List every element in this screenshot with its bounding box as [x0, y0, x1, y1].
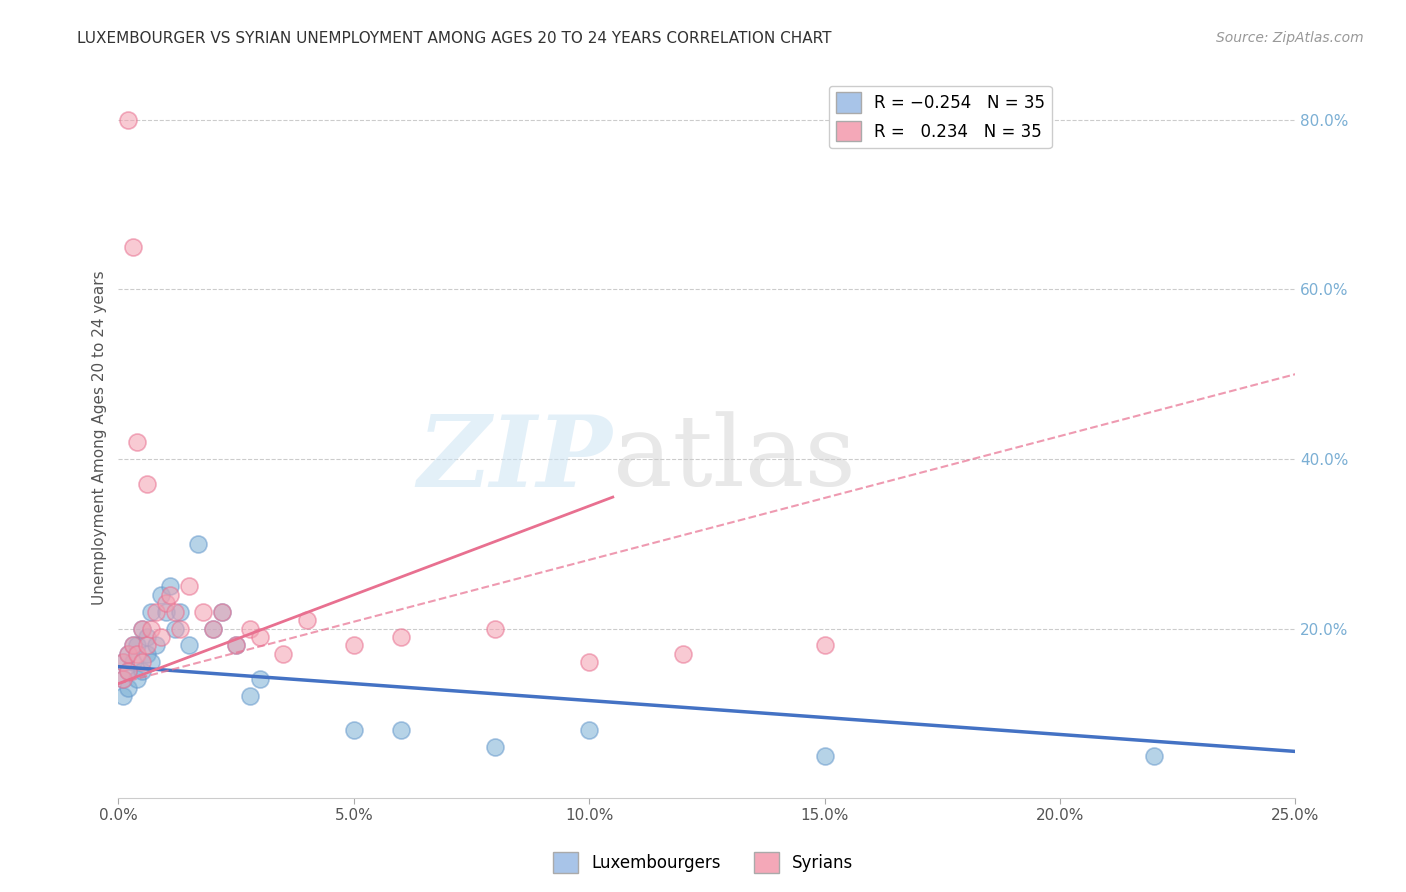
Point	[484, 622, 506, 636]
Point	[484, 740, 506, 755]
Point	[225, 639, 247, 653]
Point	[127, 647, 149, 661]
Point	[343, 639, 366, 653]
Point	[121, 639, 143, 653]
Point	[163, 622, 186, 636]
Point	[159, 588, 181, 602]
Point	[201, 622, 224, 636]
Text: LUXEMBOURGER VS SYRIAN UNEMPLOYMENT AMONG AGES 20 TO 24 YEARS CORRELATION CHART: LUXEMBOURGER VS SYRIAN UNEMPLOYMENT AMON…	[77, 31, 832, 46]
Point	[117, 664, 139, 678]
Point	[578, 723, 600, 738]
Text: ZIP: ZIP	[418, 411, 613, 508]
Point	[169, 605, 191, 619]
Point	[187, 537, 209, 551]
Text: Source: ZipAtlas.com: Source: ZipAtlas.com	[1216, 31, 1364, 45]
Legend: Luxembourgers, Syrians: Luxembourgers, Syrians	[546, 846, 860, 880]
Point	[578, 656, 600, 670]
Point	[177, 639, 200, 653]
Point	[145, 605, 167, 619]
Point	[141, 605, 163, 619]
Point	[112, 656, 135, 670]
Point	[149, 588, 172, 602]
Point	[155, 596, 177, 610]
Point	[121, 240, 143, 254]
Point	[121, 656, 143, 670]
Point	[121, 639, 143, 653]
Point	[145, 639, 167, 653]
Point	[131, 656, 153, 670]
Point	[225, 639, 247, 653]
Point	[117, 647, 139, 661]
Point	[271, 647, 294, 661]
Point	[135, 630, 157, 644]
Point	[135, 639, 157, 653]
Point	[141, 622, 163, 636]
Point	[127, 673, 149, 687]
Point	[127, 435, 149, 450]
Point	[193, 605, 215, 619]
Point	[163, 605, 186, 619]
Point	[149, 630, 172, 644]
Point	[1143, 748, 1166, 763]
Point	[814, 748, 837, 763]
Point	[211, 605, 233, 619]
Legend: R = −0.254   N = 35, R =   0.234   N = 35: R = −0.254 N = 35, R = 0.234 N = 35	[830, 86, 1052, 148]
Point	[131, 622, 153, 636]
Point	[211, 605, 233, 619]
Point	[117, 664, 139, 678]
Point	[201, 622, 224, 636]
Point	[135, 477, 157, 491]
Point	[249, 673, 271, 687]
Point	[159, 579, 181, 593]
Point	[295, 613, 318, 627]
Point	[672, 647, 695, 661]
Point	[127, 639, 149, 653]
Point	[141, 656, 163, 670]
Point	[814, 639, 837, 653]
Point	[117, 112, 139, 127]
Point	[131, 622, 153, 636]
Point	[112, 656, 135, 670]
Point	[169, 622, 191, 636]
Point	[112, 673, 135, 687]
Y-axis label: Unemployment Among Ages 20 to 24 years: Unemployment Among Ages 20 to 24 years	[93, 270, 107, 605]
Point	[112, 673, 135, 687]
Point	[239, 622, 262, 636]
Point	[112, 690, 135, 704]
Point	[239, 690, 262, 704]
Point	[343, 723, 366, 738]
Point	[389, 630, 412, 644]
Point	[117, 647, 139, 661]
Point	[389, 723, 412, 738]
Point	[117, 681, 139, 695]
Point	[177, 579, 200, 593]
Point	[135, 647, 157, 661]
Text: atlas: atlas	[613, 411, 855, 508]
Point	[249, 630, 271, 644]
Point	[131, 664, 153, 678]
Point	[155, 605, 177, 619]
